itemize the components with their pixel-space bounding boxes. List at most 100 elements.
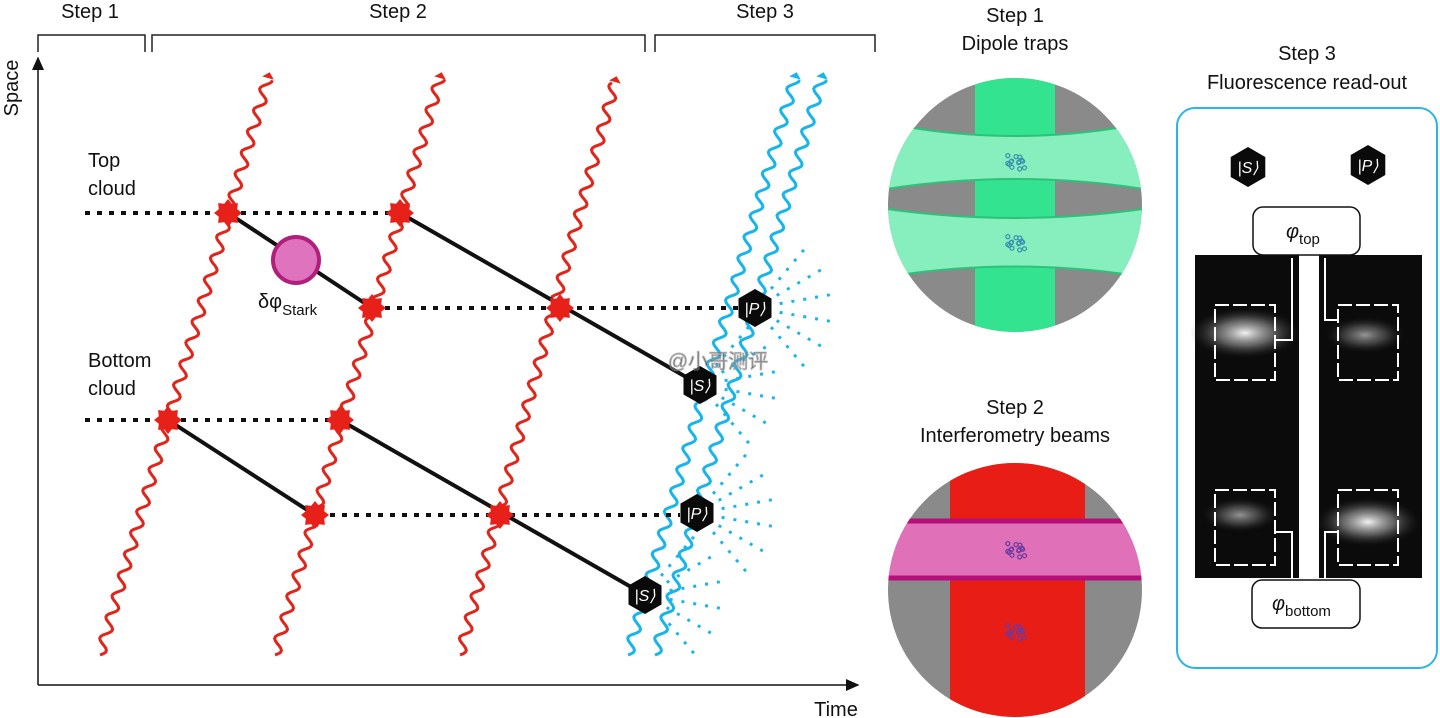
atom [1005,153,1011,159]
panel-subtitle: Dipole traps [962,33,1069,55]
bracket-label: Step 1 [61,1,119,23]
ray [721,496,781,511]
pulse [301,501,329,529]
ray [775,319,830,352]
ray [665,606,720,639]
atom [1005,234,1011,240]
atom [1005,623,1011,629]
cloud-label: cloud [88,378,136,400]
ray [720,396,775,429]
pulse [154,406,182,434]
beam [98,79,274,657]
panel-title: Step 3 [1278,43,1336,65]
state-label: |S⟩ [634,588,656,605]
watermark: @小哥测评 [668,350,768,373]
atom [1017,542,1023,548]
atom [1005,160,1011,166]
atom [1020,546,1026,552]
pulse [546,294,574,322]
panel-subtitle: Fluorescence read-out [1207,72,1408,94]
ray [669,597,729,612]
atom [1009,245,1015,251]
beam [626,79,801,657]
regions [1214,254,1399,579]
cloud-paths [85,211,740,517]
ray [720,341,775,374]
state-marker: |P⟩ [680,494,714,532]
y-axis-label: Space [1,60,23,117]
beam-head [262,72,274,80]
panel-title: Step 1 [986,5,1044,27]
stark-label: δφStark [258,291,318,319]
pulse [486,501,514,529]
pulse [358,294,386,322]
atom [1009,546,1015,552]
atom [1005,548,1011,554]
panel-title: Step 2 [986,397,1044,419]
cloud-label: Top [88,150,120,172]
beam [457,81,618,657]
ray [721,515,781,530]
atom [1021,246,1028,252]
beam-head [816,72,828,80]
state-markers: |P⟩ |S⟩ |P⟩ |S⟩ |S⟩ |P⟩ [628,145,1386,614]
phase-subscript: top [1299,231,1320,248]
atom [1021,553,1028,559]
state-label: |S⟩ [1237,160,1259,177]
atom [1009,628,1015,634]
cloud-label: cloud [88,178,136,200]
atom [1005,541,1011,547]
fluorescence-spots [1190,308,1420,546]
ray [717,524,772,557]
atom [1017,624,1023,630]
atom [1009,239,1015,245]
beams [98,72,828,657]
hexagon [628,576,662,614]
atom [1005,241,1011,247]
beam-head [789,72,801,80]
ray [659,528,701,577]
stark-symbol: δφ [258,291,282,313]
ray [711,531,753,580]
pulse [386,199,414,227]
ray [779,310,839,325]
atom [1017,166,1023,172]
atom [1021,635,1028,641]
ray [665,551,720,584]
readout-frame [1176,107,1438,669]
atom [1017,235,1023,241]
ray [779,291,839,306]
pulse [214,199,242,227]
ray [724,387,784,402]
pulses [154,199,574,529]
ray [714,318,756,367]
state-label: |P⟩ [744,301,766,318]
phase-box [1252,206,1361,256]
atom [1020,239,1026,245]
atom [1020,628,1026,634]
stark-shift [271,235,321,285]
state-marker: |S⟩ [628,576,662,614]
arm-paths [166,211,701,597]
state-label: |P⟩ [686,506,708,523]
hexagon [1350,145,1386,185]
cloud-label: Bottom [88,350,151,372]
ray [711,446,753,495]
atom [1009,164,1015,170]
atom [1005,630,1011,636]
hexagon [683,366,717,404]
x-axis-label: Time [814,699,858,718]
phase-box [1251,579,1361,629]
state-marker: |S⟩ [683,366,717,404]
atom [1017,154,1023,160]
panel-subtitle: Interferometry beams [920,425,1110,447]
atom [1017,636,1023,642]
state-marker: |P⟩ [1350,145,1386,185]
bracket-label: Step 2 [369,1,427,23]
ray [669,578,729,593]
state-marker: |P⟩ [738,289,772,327]
step-brackets [37,34,876,52]
state-label: |P⟩ [1357,158,1379,175]
phase-subscript: bottom [1285,603,1331,620]
phase-symbol: φ [1286,221,1299,243]
